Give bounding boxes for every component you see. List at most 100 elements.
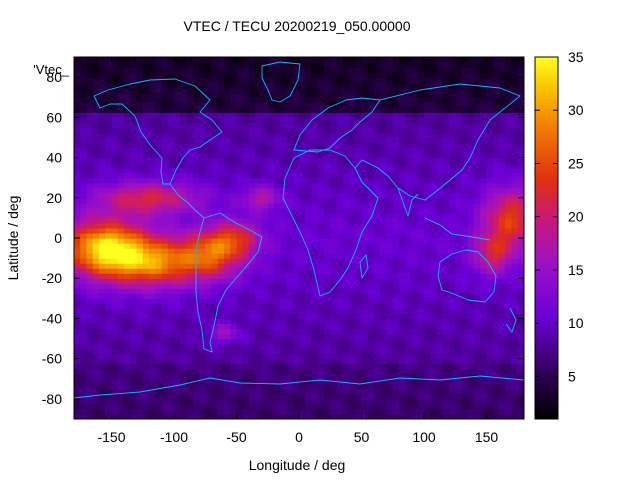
heatmap-cell xyxy=(161,67,169,73)
heatmap-cell xyxy=(480,293,488,299)
heatmap-cell xyxy=(430,328,438,335)
heatmap-cell xyxy=(386,303,394,309)
heatmap-cell xyxy=(492,122,500,128)
heatmap-cell xyxy=(274,177,281,184)
heatmap-cell xyxy=(374,343,381,350)
heatmap-cell xyxy=(211,398,219,405)
heatmap-cell xyxy=(149,67,156,73)
heatmap-cell xyxy=(486,238,494,244)
heatmap-cell xyxy=(99,238,106,244)
heatmap-cell xyxy=(349,142,356,149)
heatmap-cell xyxy=(124,217,131,224)
heatmap-cell xyxy=(467,253,475,259)
heatmap-cell xyxy=(199,122,206,128)
heatmap-cell xyxy=(367,142,375,149)
heatmap-cell xyxy=(305,243,313,249)
heatmap-cell xyxy=(461,117,469,123)
heatmap-cell xyxy=(255,348,263,355)
heatmap-cell xyxy=(480,278,488,284)
heatmap-cell xyxy=(386,348,394,355)
heatmap-cell xyxy=(74,72,81,78)
heatmap-cell xyxy=(274,77,281,83)
heatmap-cell xyxy=(80,343,88,350)
heatmap-cell xyxy=(205,283,213,289)
heatmap-cell xyxy=(186,197,194,204)
heatmap-cell xyxy=(455,383,463,390)
heatmap-cell xyxy=(111,67,119,73)
heatmap-cell xyxy=(274,202,281,209)
heatmap-cell xyxy=(492,348,500,355)
heatmap-cell xyxy=(161,298,169,304)
heatmap-cell xyxy=(242,298,250,304)
heatmap-cell xyxy=(330,122,338,128)
heatmap-cell xyxy=(217,207,225,214)
heatmap-cell xyxy=(467,328,475,335)
heatmap-cell xyxy=(174,197,181,204)
heatmap-cell xyxy=(261,117,269,123)
heatmap-cell xyxy=(436,217,444,224)
heatmap-cell xyxy=(442,293,450,299)
heatmap-cell xyxy=(461,358,469,365)
heatmap-cell xyxy=(505,368,513,375)
heatmap-cell xyxy=(461,187,469,194)
heatmap-cell xyxy=(261,383,269,390)
heatmap-cell xyxy=(486,107,494,113)
heatmap-cell xyxy=(399,162,406,169)
heatmap-cell xyxy=(136,328,144,335)
heatmap-cell xyxy=(74,408,81,415)
heatmap-cell xyxy=(367,288,375,294)
heatmap-cell xyxy=(449,142,456,149)
heatmap-cell xyxy=(305,383,313,390)
heatmap-cell xyxy=(111,278,119,284)
heatmap-cell xyxy=(342,393,350,400)
heatmap-cell xyxy=(380,82,388,88)
heatmap-cell xyxy=(167,248,175,254)
heatmap-cell xyxy=(274,368,281,375)
heatmap-cell xyxy=(317,298,325,304)
heatmap-cell xyxy=(486,72,494,78)
heatmap-cell xyxy=(299,368,306,375)
heatmap-cell xyxy=(392,87,400,93)
heatmap-cell xyxy=(111,413,119,419)
heatmap-cell xyxy=(217,152,225,159)
heatmap-cell xyxy=(255,413,263,419)
heatmap-cell xyxy=(467,197,475,204)
heatmap-cell xyxy=(280,92,288,98)
heatmap-cell xyxy=(486,192,494,199)
heatmap-cell xyxy=(155,232,163,239)
heatmap-cell xyxy=(86,273,94,279)
heatmap-cell xyxy=(411,72,419,78)
heatmap-cell xyxy=(486,97,494,103)
heatmap-cell xyxy=(224,298,231,304)
heatmap-cell xyxy=(399,167,406,174)
heatmap-cell xyxy=(80,283,88,289)
heatmap-cell xyxy=(224,92,231,98)
heatmap-cell xyxy=(267,243,275,249)
heatmap-cell xyxy=(255,313,263,320)
heatmap-cell xyxy=(305,132,313,139)
heatmap-cell xyxy=(255,217,263,224)
heatmap-cell xyxy=(417,368,425,375)
heatmap-cell xyxy=(442,137,450,144)
heatmap-cell xyxy=(517,87,524,93)
heatmap-cell xyxy=(342,182,350,189)
heatmap-cell xyxy=(411,368,419,375)
heatmap-cell xyxy=(199,127,206,134)
heatmap-cell xyxy=(505,373,513,380)
heatmap-cell xyxy=(86,298,94,304)
heatmap-cell xyxy=(199,403,206,410)
heatmap-cell xyxy=(149,303,156,309)
heatmap-cell xyxy=(142,398,150,405)
heatmap-cell xyxy=(386,243,394,249)
heatmap-cell xyxy=(280,207,288,214)
heatmap-cell xyxy=(399,263,406,269)
heatmap-cell xyxy=(161,192,169,199)
heatmap-cell xyxy=(274,192,281,199)
heatmap-cell xyxy=(461,363,469,370)
heatmap-cell xyxy=(436,232,444,239)
heatmap-cell xyxy=(105,112,113,118)
heatmap-cell xyxy=(155,358,163,365)
heatmap-cell xyxy=(161,107,169,113)
heatmap-cell xyxy=(517,378,524,385)
heatmap-cell xyxy=(136,323,144,330)
